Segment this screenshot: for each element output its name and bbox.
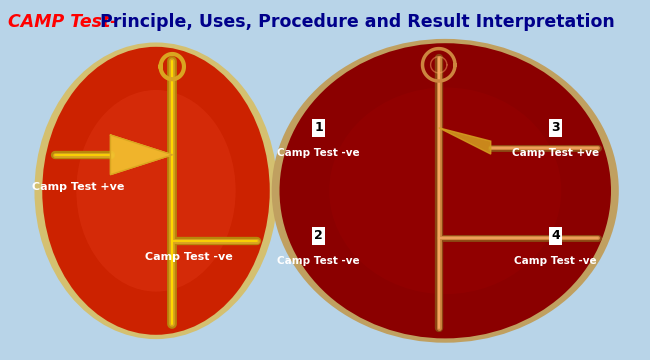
- Ellipse shape: [272, 39, 619, 343]
- Text: 1: 1: [314, 121, 323, 134]
- Text: Camp Test -ve: Camp Test -ve: [514, 256, 597, 266]
- Text: Camp Test +ve: Camp Test +ve: [512, 148, 599, 158]
- Polygon shape: [111, 135, 172, 175]
- Text: 4: 4: [551, 229, 560, 242]
- Ellipse shape: [280, 43, 611, 338]
- Text: Camp Test +ve: Camp Test +ve: [32, 182, 124, 192]
- Ellipse shape: [330, 87, 562, 294]
- Text: Principle, Uses, Procedure and Result Interpretation: Principle, Uses, Procedure and Result In…: [94, 13, 615, 31]
- Text: Camp Test -ve: Camp Test -ve: [277, 256, 360, 266]
- Ellipse shape: [42, 47, 270, 335]
- Text: 3: 3: [551, 121, 560, 134]
- Text: Camp Test -ve: Camp Test -ve: [277, 148, 360, 158]
- Ellipse shape: [77, 90, 235, 292]
- Text: 2: 2: [314, 229, 323, 242]
- Text: Camp Test -ve: Camp Test -ve: [144, 252, 233, 262]
- Ellipse shape: [34, 42, 278, 339]
- Text: CAMP Test-: CAMP Test-: [8, 13, 117, 31]
- Polygon shape: [439, 128, 491, 154]
